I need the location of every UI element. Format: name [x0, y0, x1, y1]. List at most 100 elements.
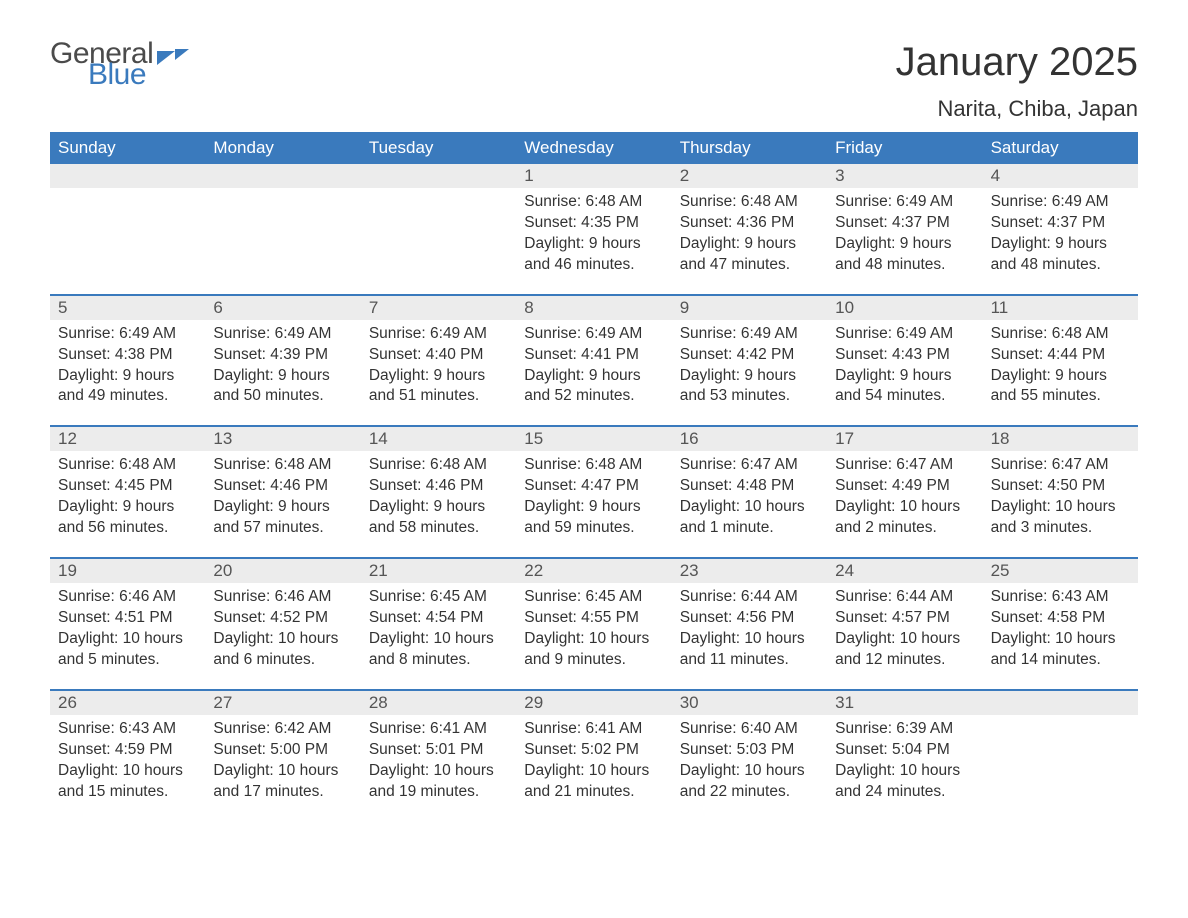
- day-content: Sunrise: 6:40 AMSunset: 5:03 PMDaylight:…: [672, 715, 827, 803]
- day-cell: 19Sunrise: 6:46 AMSunset: 4:51 PMDayligh…: [50, 559, 205, 689]
- daylight-text: Daylight: 9 hours and 50 minutes.: [213, 366, 352, 408]
- day-cell: 23Sunrise: 6:44 AMSunset: 4:56 PMDayligh…: [672, 559, 827, 689]
- day-cell: 27Sunrise: 6:42 AMSunset: 5:00 PMDayligh…: [205, 691, 360, 821]
- sunset-text: Sunset: 5:01 PM: [369, 740, 508, 761]
- day-content: Sunrise: 6:48 AMSunset: 4:35 PMDaylight:…: [516, 188, 671, 276]
- day-cell: 17Sunrise: 6:47 AMSunset: 4:49 PMDayligh…: [827, 427, 982, 557]
- day-number: 10: [827, 296, 982, 320]
- daylight-text: Daylight: 10 hours and 15 minutes.: [58, 761, 197, 803]
- weekday-header: Tuesday: [361, 132, 516, 164]
- day-number: 29: [516, 691, 671, 715]
- sunset-text: Sunset: 4:48 PM: [680, 476, 819, 497]
- sunset-text: Sunset: 4:43 PM: [835, 345, 974, 366]
- sunrise-text: Sunrise: 6:47 AM: [835, 455, 974, 476]
- day-number: 15: [516, 427, 671, 451]
- day-cell: 26Sunrise: 6:43 AMSunset: 4:59 PMDayligh…: [50, 691, 205, 821]
- sunrise-text: Sunrise: 6:48 AM: [991, 324, 1130, 345]
- sunset-text: Sunset: 4:56 PM: [680, 608, 819, 629]
- daylight-text: Daylight: 9 hours and 46 minutes.: [524, 234, 663, 276]
- day-number: 5: [50, 296, 205, 320]
- day-number: 25: [983, 559, 1138, 583]
- weekday-header: Wednesday: [516, 132, 671, 164]
- day-number: 18: [983, 427, 1138, 451]
- daylight-text: Daylight: 9 hours and 48 minutes.: [991, 234, 1130, 276]
- sunset-text: Sunset: 4:55 PM: [524, 608, 663, 629]
- sunset-text: Sunset: 4:45 PM: [58, 476, 197, 497]
- sunrise-text: Sunrise: 6:49 AM: [213, 324, 352, 345]
- day-cell: 8Sunrise: 6:49 AMSunset: 4:41 PMDaylight…: [516, 296, 671, 426]
- sunset-text: Sunset: 4:50 PM: [991, 476, 1130, 497]
- day-cell: 21 Sunrise: 6:45 AMSunset: 4:54 PMDayligh…: [361, 559, 516, 689]
- day-cell: 1Sunrise: 6:48 AMSunset: 4:35 PMDaylight…: [516, 164, 671, 294]
- sunrise-text: Sunrise: 6:46 AM: [58, 587, 197, 608]
- day-number: [205, 164, 360, 188]
- daylight-text: Daylight: 10 hours and 1 minute.: [680, 497, 819, 539]
- day-content: Sunrise: 6:48 AMSunset: 4:36 PMDaylight:…: [672, 188, 827, 276]
- daylight-text: Daylight: 9 hours and 49 minutes.: [58, 366, 197, 408]
- calendar: Sunday Monday Tuesday Wednesday Thursday…: [50, 132, 1138, 820]
- sunset-text: Sunset: 4:54 PM: [369, 608, 508, 629]
- header: General Blue January 2025: [50, 40, 1138, 88]
- day-cell: 18Sunrise: 6:47 AMSunset: 4:50 PMDayligh…: [983, 427, 1138, 557]
- sunrise-text: Sunrise: 6:48 AM: [369, 455, 508, 476]
- sunrise-text: Sunrise: 6:49 AM: [524, 324, 663, 345]
- sunrise-text: Sunrise: 6:41 AM: [369, 719, 508, 740]
- sunrise-text: Sunrise: 6:43 AM: [58, 719, 197, 740]
- daylight-text: Daylight: 9 hours and 51 minutes.: [369, 366, 508, 408]
- brand-triangle-icon: [175, 49, 189, 60]
- day-content: Sunrise: 6:49 AMSunset: 4:43 PMDaylight:…: [827, 320, 982, 408]
- weekday-header: Friday: [827, 132, 982, 164]
- day-cell: 11Sunrise: 6:48 AMSunset: 4:44 PMDayligh…: [983, 296, 1138, 426]
- sunset-text: Sunset: 4:46 PM: [213, 476, 352, 497]
- week-row: 5Sunrise: 6:49 AMSunset: 4:38 PMDaylight…: [50, 294, 1138, 426]
- sunset-text: Sunset: 5:00 PM: [213, 740, 352, 761]
- weekday-header: Thursday: [672, 132, 827, 164]
- sunrise-text: Sunrise: 6:49 AM: [991, 192, 1130, 213]
- day-number: 6: [205, 296, 360, 320]
- daylight-text: Daylight: 9 hours and 48 minutes.: [835, 234, 974, 276]
- sunrise-text: Sunrise: 6:43 AM: [991, 587, 1130, 608]
- day-content: Sunrise: 6:48 AMSunset: 4:44 PMDaylight:…: [983, 320, 1138, 408]
- day-content: Sunrise: 6:41 AMSunset: 5:01 PMDaylight:…: [361, 715, 516, 803]
- daylight-text: Daylight: 10 hours and 21 minutes.: [524, 761, 663, 803]
- day-cell: 3Sunrise: 6:49 AMSunset: 4:37 PMDaylight…: [827, 164, 982, 294]
- day-number: 30: [672, 691, 827, 715]
- daylight-text: Daylight: 10 hours and 17 minutes.: [213, 761, 352, 803]
- day-cell: 25Sunrise: 6:43 AMSunset: 4:58 PMDayligh…: [983, 559, 1138, 689]
- sunrise-text: Sunrise: 6:45 AM: [369, 587, 508, 608]
- day-number: 28: [361, 691, 516, 715]
- sunrise-text: Sunrise: 6:48 AM: [524, 455, 663, 476]
- sunset-text: Sunset: 4:36 PM: [680, 213, 819, 234]
- day-content: Sunrise: 6:49 AMSunset: 4:37 PMDaylight:…: [983, 188, 1138, 276]
- daylight-text: Daylight: 10 hours and 9 minutes.: [524, 629, 663, 671]
- day-content: Sunrise: 6:45 AMSunset: 4:55 PMDaylight:…: [516, 583, 671, 671]
- daylight-text: Daylight: 10 hours and 8 minutes.: [369, 629, 508, 671]
- day-cell: 29Sunrise: 6:41 AMSunset: 5:02 PMDayligh…: [516, 691, 671, 821]
- day-content: Sunrise: 6:49 AMSunset: 4:39 PMDaylight:…: [205, 320, 360, 408]
- day-number: 19: [50, 559, 205, 583]
- day-cell: 7Sunrise: 6:49 AMSunset: 4:40 PMDaylight…: [361, 296, 516, 426]
- day-content: Sunrise: 6:47 AMSunset: 4:50 PMDaylight:…: [983, 451, 1138, 539]
- day-number: 11: [983, 296, 1138, 320]
- day-content: Sunrise: 6:49 AMSunset: 4:42 PMDaylight:…: [672, 320, 827, 408]
- day-content: Sunrise: 6:48 AMSunset: 4:46 PMDaylight:…: [361, 451, 516, 539]
- day-content: Sunrise: 6:49 AMSunset: 4:40 PMDaylight:…: [361, 320, 516, 408]
- sunset-text: Sunset: 4:59 PM: [58, 740, 197, 761]
- sunrise-text: Sunrise: 6:39 AM: [835, 719, 974, 740]
- day-cell: [50, 164, 205, 294]
- day-number: [983, 691, 1138, 715]
- day-content: Sunrise: 6:47 AMSunset: 4:49 PMDaylight:…: [827, 451, 982, 539]
- sunrise-text: Sunrise: 6:49 AM: [680, 324, 819, 345]
- day-number: 9: [672, 296, 827, 320]
- day-cell: 22Sunrise: 6:45 AMSunset: 4:55 PMDayligh…: [516, 559, 671, 689]
- day-cell: 6Sunrise: 6:49 AMSunset: 4:39 PMDaylight…: [205, 296, 360, 426]
- day-number: 4: [983, 164, 1138, 188]
- sunrise-text: Sunrise: 6:45 AM: [524, 587, 663, 608]
- day-number: 3: [827, 164, 982, 188]
- day-number: 12: [50, 427, 205, 451]
- day-number: 21: [361, 559, 516, 583]
- daylight-text: Daylight: 10 hours and 5 minutes.: [58, 629, 197, 671]
- sunrise-text: Sunrise: 6:48 AM: [58, 455, 197, 476]
- day-number: 2: [672, 164, 827, 188]
- sunrise-text: Sunrise: 6:47 AM: [991, 455, 1130, 476]
